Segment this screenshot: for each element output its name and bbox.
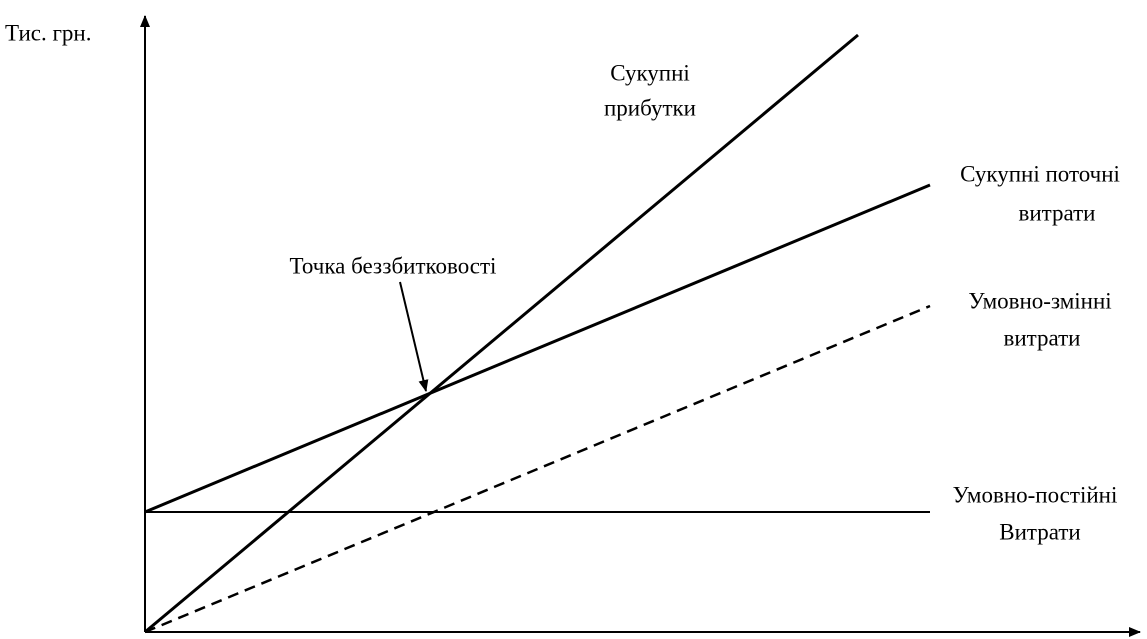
total-costs-label: витрати bbox=[1019, 200, 1096, 225]
fixed-costs-label: Умовно-постійні bbox=[953, 482, 1118, 507]
variable-costs-label: витрати bbox=[1004, 325, 1081, 350]
total-costs-label: Сукупні поточні bbox=[960, 161, 1120, 186]
revenue-line bbox=[144, 33, 859, 634]
break-even-arrow bbox=[399, 281, 429, 392]
revenue-label: прибутки bbox=[604, 95, 696, 120]
fixed-costs-label: Витрати bbox=[999, 519, 1080, 544]
revenue-label: Сукупні bbox=[610, 60, 690, 85]
break-even-label: Точка беззбитковості bbox=[290, 253, 497, 278]
total-costs-line bbox=[144, 183, 931, 514]
variable-costs-line bbox=[144, 304, 931, 634]
y-axis-label: Тис. грн. bbox=[5, 20, 92, 45]
variable-costs-label: Умовно-змінні bbox=[968, 288, 1111, 313]
